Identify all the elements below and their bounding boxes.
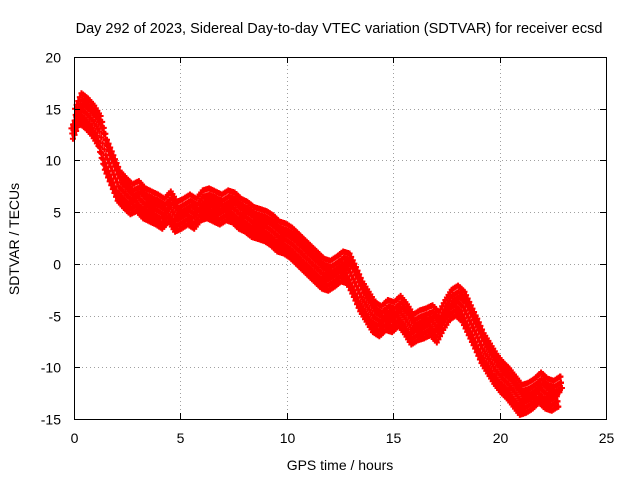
y-tick-label: 15 bbox=[45, 102, 61, 118]
data-point bbox=[234, 195, 251, 235]
y-axis-label: SDTVAR / TECUs bbox=[6, 183, 22, 295]
data-point bbox=[202, 185, 219, 224]
data-marks bbox=[68, 90, 565, 418]
tick-marks bbox=[74, 57, 607, 420]
x-tick-labels: 0 5 10 15 20 25 bbox=[71, 430, 615, 446]
y-tick-label: -15 bbox=[41, 412, 61, 428]
y-tick-label: -10 bbox=[41, 360, 61, 376]
data-point bbox=[311, 249, 327, 291]
data-point bbox=[119, 175, 136, 216]
y-tick-label: 20 bbox=[45, 50, 61, 66]
plot-frame bbox=[74, 57, 607, 420]
data-point bbox=[291, 230, 308, 272]
y-tick-label: -5 bbox=[49, 309, 62, 325]
data-point bbox=[113, 167, 130, 210]
data-point bbox=[266, 212, 283, 253]
x-tick-label: 15 bbox=[386, 430, 402, 446]
x-tick-label: 10 bbox=[280, 430, 296, 446]
x-tick-label: 0 bbox=[71, 430, 79, 446]
y-tick-labels: -15 -10 -5 0 5 10 15 20 bbox=[41, 50, 61, 428]
data-point bbox=[272, 218, 289, 256]
x-tick-label: 20 bbox=[493, 430, 509, 446]
data-point bbox=[406, 308, 423, 348]
data-point bbox=[138, 185, 155, 224]
x-tick-label: 5 bbox=[177, 430, 185, 446]
data-point bbox=[304, 243, 321, 284]
data-point bbox=[553, 373, 565, 410]
data-point bbox=[419, 303, 436, 342]
y-tick-label: 0 bbox=[53, 257, 61, 273]
data-point bbox=[253, 206, 270, 244]
y-tick-label: 5 bbox=[53, 205, 61, 221]
x-tick-label: 25 bbox=[599, 430, 615, 446]
data-point bbox=[215, 188, 232, 228]
grid-lines bbox=[74, 57, 606, 419]
x-axis-label: GPS time / hours bbox=[287, 457, 394, 473]
data-point bbox=[445, 283, 461, 323]
chart-title: Day 292 of 2023, Sidereal Day-to-day VTE… bbox=[76, 21, 603, 37]
y-tick-label: 10 bbox=[45, 153, 61, 169]
